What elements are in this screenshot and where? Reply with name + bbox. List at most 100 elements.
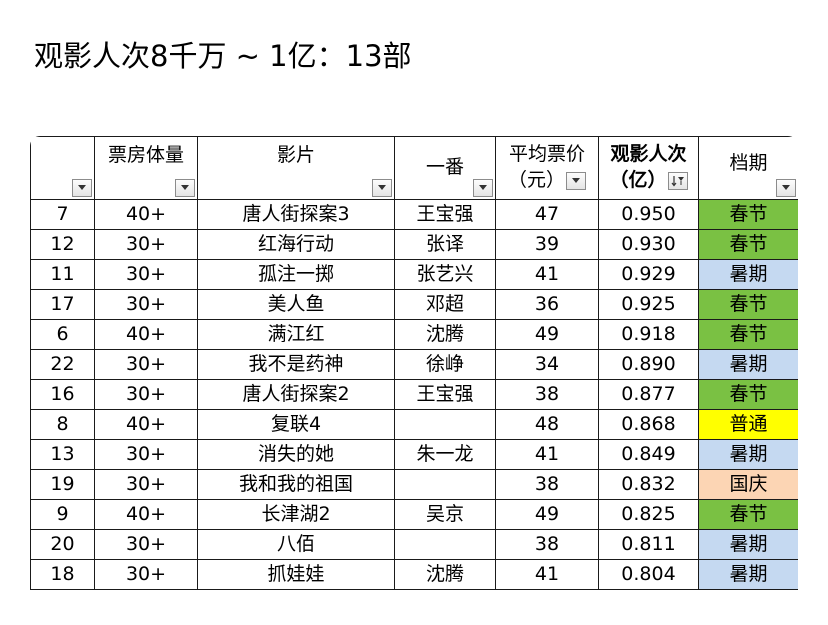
table-row: 7 40+ 唐人街探案3 王宝强 47 0.950 春节: [30, 199, 798, 230]
cell-box-office: 30+: [94, 289, 198, 320]
cell-index: 20: [30, 529, 95, 560]
cell-index: 8: [30, 409, 95, 440]
cell-film: 满江红: [197, 319, 395, 350]
cell-index: 11: [30, 259, 95, 290]
cell-lead-actor: 朱一龙: [394, 439, 496, 470]
table-row: 13 30+ 消失的她 朱一龙 41 0.849 暑期: [30, 439, 798, 470]
spreadsheet-table: 票房体量 影片 一番: [30, 136, 798, 600]
cell-avg-price: 36: [495, 289, 599, 320]
film-table: 票房体量 影片 一番: [30, 136, 798, 590]
table-row: 16 30+ 唐人街探案2 王宝强 38 0.877 春节: [30, 379, 798, 410]
cell-lead-actor: [394, 469, 496, 500]
cell-period: 暑期: [698, 559, 798, 590]
sort-descending-filter-icon[interactable]: [667, 171, 688, 190]
table-row: 6 40+ 满江红 沈腾 49 0.918 春节: [30, 319, 798, 350]
table-row: 11 30+ 孤注一掷 张艺兴 41 0.929 暑期: [30, 259, 798, 290]
cell-film: 复联4: [197, 409, 395, 440]
cell-lead-actor: 沈腾: [394, 559, 496, 590]
cell-period: 春节: [698, 199, 798, 230]
filter-dropdown-icon[interactable]: [566, 171, 586, 190]
cell-index: 13: [30, 439, 95, 470]
cell-box-office: 30+: [94, 349, 198, 380]
header-period-label: 档期: [729, 152, 768, 174]
cell-film: 红海行动: [197, 229, 395, 260]
cell-avg-price: 38: [495, 529, 599, 560]
cell-avg-price: 41: [495, 559, 599, 590]
cell-lead-actor: 徐峥: [394, 349, 496, 380]
cell-avg-price: 47: [495, 199, 599, 230]
cell-viewers: 0.804: [598, 559, 699, 590]
filter-dropdown-icon[interactable]: [175, 179, 195, 197]
cell-box-office: 40+: [94, 409, 198, 440]
cell-index: 19: [30, 469, 95, 500]
cell-index: 18: [30, 559, 95, 590]
cell-box-office: 40+: [94, 319, 198, 350]
filter-dropdown-icon[interactable]: [776, 179, 796, 197]
header-avg-price-label: 平均票价 （元）: [497, 141, 598, 193]
table-row: 18 30+ 抓娃娃 沈腾 41 0.804 暑期: [30, 559, 798, 590]
cell-index: 7: [30, 199, 95, 230]
cell-index: 12: [30, 229, 95, 260]
filter-dropdown-icon[interactable]: [473, 179, 493, 197]
table-row: 12 30+ 红海行动 张译 39 0.930 春节: [30, 229, 798, 260]
cell-film: 我不是药神: [197, 349, 395, 380]
cell-viewers: 0.890: [598, 349, 699, 380]
header-box-office: 票房体量: [94, 136, 198, 200]
cell-period: 普通: [698, 409, 798, 440]
header-row: 票房体量 影片 一番: [30, 136, 798, 200]
filter-dropdown-icon[interactable]: [72, 179, 92, 197]
cell-film: 我和我的祖国: [197, 469, 395, 500]
header-viewers: 观影人次 （亿）: [598, 136, 699, 200]
cell-index: 22: [30, 349, 95, 380]
page-title: 观影人次8千万 ~ 1亿：13部: [34, 39, 412, 73]
cell-period: 暑期: [698, 349, 798, 380]
cell-box-office: 30+: [94, 259, 198, 290]
cell-film: 唐人街探案3: [197, 199, 395, 230]
header-viewers-line1: 观影人次: [610, 143, 687, 165]
cell-viewers: 0.832: [598, 469, 699, 500]
cell-index: 9: [30, 499, 95, 530]
cell-viewers: 0.925: [598, 289, 699, 320]
cell-box-office: 40+: [94, 199, 198, 230]
cell-viewers: 0.811: [598, 529, 699, 560]
table-row: 22 30+ 我不是药神 徐峥 34 0.890 暑期: [30, 349, 798, 380]
cell-lead-actor: [394, 529, 496, 560]
cell-period: 春节: [698, 319, 798, 350]
cell-film: 孤注一掷: [197, 259, 395, 290]
cell-period: 国庆: [698, 469, 798, 500]
cell-lead-actor: 张译: [394, 229, 496, 260]
header-index: [30, 136, 95, 200]
header-viewers-label: 观影人次 （亿）: [600, 141, 698, 193]
header-avg-price-line1: 平均票价: [508, 143, 585, 165]
cell-lead-actor: 吴京: [394, 499, 496, 530]
cell-viewers: 0.868: [598, 409, 699, 440]
cell-avg-price: 39: [495, 229, 599, 260]
cell-film: 消失的她: [197, 439, 395, 470]
cell-avg-price: 48: [495, 409, 599, 440]
cell-lead-actor: 张艺兴: [394, 259, 496, 290]
cell-period: 暑期: [698, 439, 798, 470]
filter-dropdown-icon[interactable]: [372, 179, 392, 197]
cell-box-office: 30+: [94, 379, 198, 410]
cell-film: 抓娃娃: [197, 559, 395, 590]
cell-film: 长津湖2: [197, 499, 395, 530]
table-row: 9 40+ 长津湖2 吴京 49 0.825 春节: [30, 499, 798, 530]
cell-viewers: 0.877: [598, 379, 699, 410]
cell-box-office: 30+: [94, 559, 198, 590]
cell-film: 八佰: [197, 529, 395, 560]
cell-lead-actor: 沈腾: [394, 319, 496, 350]
table-row: 8 40+ 复联4 48 0.868 普通: [30, 409, 798, 440]
cell-box-office: 30+: [94, 229, 198, 260]
cell-viewers: 0.918: [598, 319, 699, 350]
cell-avg-price: 38: [495, 379, 599, 410]
cell-viewers: 0.930: [598, 229, 699, 260]
header-box-office-label: 票房体量: [107, 144, 184, 166]
cell-viewers: 0.950: [598, 199, 699, 230]
cell-period: 春节: [698, 229, 798, 260]
cell-avg-price: 41: [495, 439, 599, 470]
header-viewers-line2: （亿）: [609, 169, 667, 191]
cell-period: 春节: [698, 379, 798, 410]
cell-index: 16: [30, 379, 95, 410]
cell-box-office: 30+: [94, 439, 198, 470]
cell-film: 唐人街探案2: [197, 379, 395, 410]
